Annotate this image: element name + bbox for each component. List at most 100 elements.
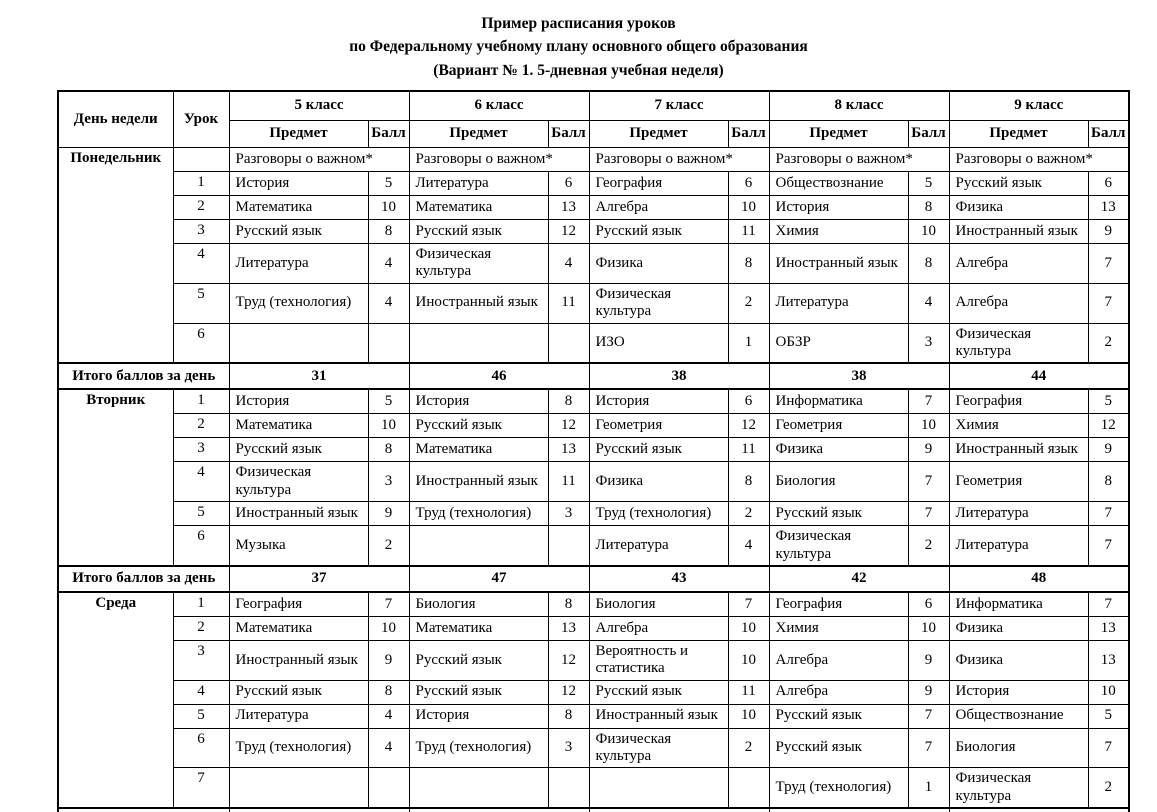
- subject-cell: Алгебра: [768, 639, 909, 681]
- score-cell: 10: [727, 639, 770, 681]
- subject-cell: Физика: [948, 639, 1089, 681]
- lesson-number: 2: [172, 195, 230, 220]
- subject-cell: Алгебра: [948, 282, 1089, 324]
- subject-cell: Русский язык: [408, 679, 549, 705]
- score-cell: 13: [1087, 615, 1130, 641]
- header-day: День недели: [57, 90, 174, 148]
- subject-cell: Физика: [588, 461, 729, 503]
- subject-cell: Геометрия: [768, 413, 909, 439]
- score-cell: 4: [367, 243, 410, 284]
- subject-cell: Труд (технология): [228, 727, 369, 769]
- header-score: Балл: [907, 120, 950, 148]
- subject-cell: Литература: [408, 171, 549, 196]
- lesson-row: 3 Русский язык 8 Русский язык 12 Русский язык…: [58, 219, 1130, 244]
- subject-cell: Русский язык: [588, 679, 729, 705]
- score-cell: 9: [367, 501, 410, 527]
- score-cell: 13: [547, 615, 590, 641]
- subject-cell: Литература: [228, 243, 369, 284]
- lesson-number: 4: [172, 679, 230, 705]
- score-cell: 6: [547, 171, 590, 196]
- lesson-number: 7: [172, 767, 230, 809]
- score-cell: 8: [727, 243, 770, 284]
- subject-cell: Математика: [408, 615, 549, 641]
- score-cell: 4: [367, 727, 410, 769]
- score-cell: 8: [727, 461, 770, 503]
- score-cell: 6: [1087, 171, 1130, 196]
- lesson-number: 1: [172, 591, 230, 617]
- total-value: 38: [588, 362, 770, 391]
- subject-cell: Литература: [948, 501, 1089, 527]
- subject-cell: Русский язык: [588, 219, 729, 244]
- subject-cell: Иностранный язык: [768, 243, 909, 284]
- subject-cell: Вероятность и статистика: [588, 639, 729, 681]
- score-cell: 2: [1087, 322, 1130, 364]
- lesson-row: 6 Музыка 2 Литература 4 Физическая культура 2 Л…: [58, 525, 1130, 567]
- subject-cell: Русский язык: [768, 501, 909, 527]
- score-cell: 9: [907, 639, 950, 681]
- score-cell: 8: [907, 243, 950, 284]
- total-value: 38: [768, 362, 950, 391]
- total-row: Итого баллов за день 31 46 38 38 44: [57, 362, 1130, 391]
- subject-cell: История: [948, 679, 1089, 705]
- score-cell: 12: [547, 219, 590, 244]
- document-title: Пример расписания уроков по Федеральному…: [0, 0, 1157, 82]
- score-cell: 1: [727, 322, 770, 364]
- subject-cell: Труд (технология): [408, 501, 549, 527]
- total-label: Итого баллов за день: [57, 807, 230, 812]
- score-cell: 8: [547, 388, 590, 415]
- lesson-number: 1: [172, 388, 230, 415]
- score-cell: 5: [907, 171, 950, 196]
- day-label: Понедельник: [57, 147, 174, 364]
- subject-cell: Литература: [228, 703, 369, 729]
- header-score: Балл: [727, 120, 770, 148]
- lesson-row: 2 Математика 10 Математика 13 Алгебра 10 Истори…: [58, 195, 1130, 220]
- subject-cell: Иностранный язык: [408, 461, 549, 503]
- subject-cell: Биология: [408, 591, 549, 617]
- score-cell: 3: [547, 727, 590, 769]
- score-cell: 11: [727, 437, 770, 463]
- lesson-row: 4 Русский язык 8 Русский язык 12 Русский язык…: [58, 679, 1130, 705]
- score-cell: 8: [367, 437, 410, 463]
- score-cell: 7: [1087, 591, 1130, 617]
- total-value: 44: [948, 362, 1130, 391]
- lesson-number: [172, 147, 230, 172]
- header-class-8: 8 класс: [768, 90, 950, 121]
- score-cell: 8: [907, 195, 950, 220]
- special-cell: Разговоры о важном*: [228, 147, 410, 172]
- total-value: 37: [228, 564, 410, 593]
- subject-cell: [408, 322, 549, 364]
- subject-cell: Физическая культура: [948, 767, 1089, 809]
- subject-cell: Математика: [408, 195, 549, 220]
- score-cell: 9: [907, 437, 950, 463]
- subject-cell: Алгебра: [948, 243, 1089, 284]
- header-subject: Предмет: [948, 120, 1089, 148]
- lesson-row: 7 Труд (технология) 1 Физическая культура 2: [58, 767, 1130, 809]
- score-cell: 10: [367, 413, 410, 439]
- score-cell: 8: [367, 679, 410, 705]
- subject-cell: Математика: [228, 195, 369, 220]
- total-value: 49: [768, 807, 950, 812]
- lesson-number: 6: [172, 525, 230, 567]
- score-cell: 2: [727, 282, 770, 324]
- score-cell: 4: [907, 282, 950, 324]
- subject-cell: Русский язык: [228, 679, 369, 705]
- lesson-number: 3: [172, 437, 230, 463]
- subject-cell: Алгебра: [588, 195, 729, 220]
- subject-cell: Физика: [768, 437, 909, 463]
- subject-cell: Литература: [948, 525, 1089, 567]
- subject-cell: Физическая культура: [588, 282, 729, 324]
- score-cell: 13: [1087, 639, 1130, 681]
- lesson-row: 6 ИЗО 1 ОБЗР 3 Физическая культура 2: [58, 322, 1130, 364]
- subject-cell: История: [228, 171, 369, 196]
- lesson-row: 5 Труд (технология) 4 Иностранный язык 11 Физ…: [58, 282, 1130, 324]
- header-score: Балл: [547, 120, 590, 148]
- subject-cell: Физика: [948, 615, 1089, 641]
- subject-cell: [408, 525, 549, 567]
- subject-cell: Русский язык: [408, 219, 549, 244]
- subject-cell: [588, 767, 729, 809]
- score-cell: 9: [367, 639, 410, 681]
- lesson-number: 3: [172, 219, 230, 244]
- lesson-number: 5: [172, 282, 230, 324]
- subject-cell: Химия: [768, 615, 909, 641]
